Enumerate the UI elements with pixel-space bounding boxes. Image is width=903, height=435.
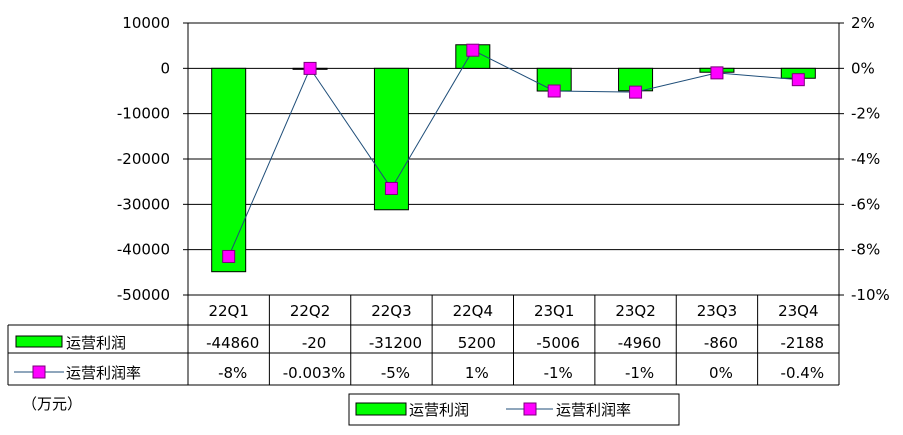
- marker-22Q1: [222, 249, 236, 263]
- right-tick-label: -10%: [851, 286, 890, 304]
- table-value: -2188: [781, 334, 825, 352]
- table-row-label: 运营利润: [66, 334, 126, 352]
- right-tick-label: 0%: [851, 59, 875, 77]
- line-path: [228, 49, 799, 257]
- legend-bar-key: [355, 402, 407, 416]
- table-value: 1%: [465, 364, 489, 382]
- left-axis: 10000 0 -10000 -20000 -30000 -40000 -50000: [117, 14, 188, 304]
- table-value: -4960: [618, 334, 662, 352]
- table-value: -31200: [369, 334, 422, 352]
- table-value: -5%: [381, 364, 410, 382]
- bar-22Q3: [373, 67, 409, 211]
- right-tick-label: -6%: [851, 195, 880, 213]
- category-label: 23Q2: [615, 302, 655, 320]
- legend: 运营利润 运营利润率: [348, 393, 680, 426]
- category-label: 22Q4: [453, 302, 493, 320]
- table-value: -44860: [206, 334, 259, 352]
- right-tick-label: -2%: [851, 105, 880, 123]
- left-tick-label: -10000: [117, 105, 170, 123]
- right-tick-label: -4%: [851, 150, 880, 168]
- category-label: 22Q3: [371, 302, 411, 320]
- marker-23Q1: [547, 84, 561, 98]
- table-bar-legend-key: [15, 335, 63, 348]
- marker-23Q3: [710, 66, 724, 80]
- unit-note: （万元）: [22, 395, 82, 413]
- gridlines: [188, 22, 839, 296]
- table-value: -20: [302, 334, 327, 352]
- table-value: -1%: [625, 364, 654, 382]
- marker-22Q2: [303, 61, 317, 75]
- table-value: -1%: [544, 364, 573, 382]
- left-tick-label: -40000: [117, 241, 170, 259]
- data-table: 22Q1 22Q2 22Q3 22Q4 23Q1 23Q2 23Q3 23Q4 运营利润 -448…: [7, 294, 840, 386]
- table-value: -860: [704, 334, 738, 352]
- right-tick-label: -8%: [851, 241, 880, 259]
- category-label: 23Q4: [778, 302, 818, 320]
- category-label: 23Q1: [534, 302, 574, 320]
- category-label: 22Q2: [290, 302, 330, 320]
- left-tick-label: 10000: [122, 14, 170, 32]
- legend-label: 运营利润率: [556, 401, 631, 419]
- left-tick-label: -50000: [117, 286, 170, 304]
- right-axis: 2% 0% -2% -4% -6% -8% -10%: [839, 14, 890, 304]
- table-value: -5006: [536, 334, 580, 352]
- bar-22Q1: [211, 67, 247, 273]
- table-value: -8%: [218, 364, 247, 382]
- legend-label: 运营利润: [409, 401, 469, 419]
- table-row-label: 运营利润率: [66, 364, 141, 382]
- marker-23Q4: [791, 73, 805, 87]
- category-label: 23Q3: [697, 302, 737, 320]
- left-tick-label: -30000: [117, 195, 170, 213]
- table-value: -0.003%: [283, 364, 346, 382]
- line-series: [222, 43, 805, 263]
- left-tick-label: -20000: [117, 150, 170, 168]
- bar-series: [211, 44, 816, 273]
- left-tick-label: 0: [160, 59, 170, 77]
- category-label: 22Q1: [208, 302, 248, 320]
- table-marker-legend-key: [32, 365, 46, 379]
- legend-marker-key: [523, 402, 537, 416]
- marker-22Q3: [384, 181, 398, 195]
- table-value: 0%: [709, 364, 733, 382]
- table-value: -0.4%: [781, 364, 825, 382]
- right-tick-label: 2%: [851, 14, 875, 32]
- marker-23Q2: [629, 85, 643, 99]
- table-value: 5200: [458, 334, 496, 352]
- marker-22Q4: [466, 43, 480, 57]
